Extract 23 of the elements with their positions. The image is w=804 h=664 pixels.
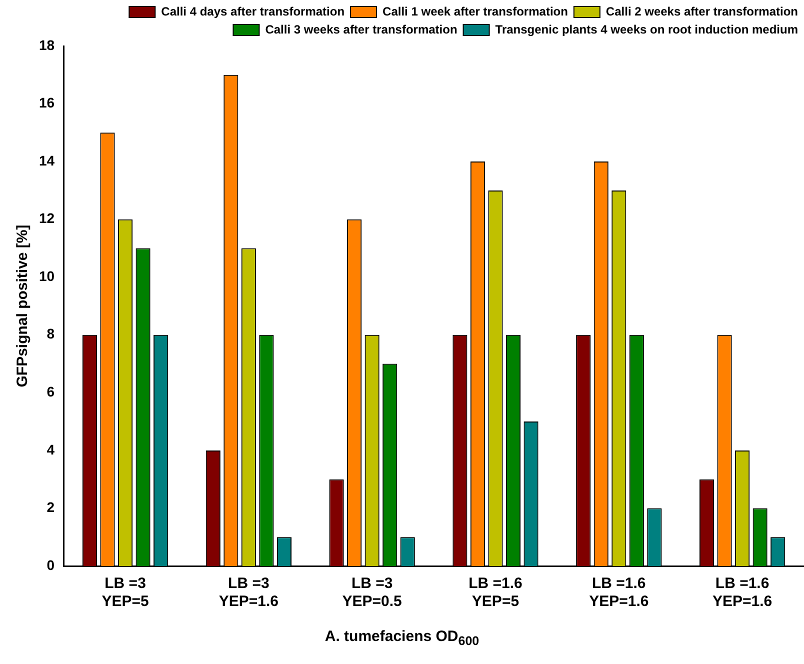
x-tick-label: LB =1.6 YEP=5	[468, 575, 522, 610]
x-tick-label: LB =3 YEP=0.5	[342, 575, 402, 610]
y-tick-label: 14	[38, 152, 55, 168]
y-tick-label: 8	[46, 326, 55, 342]
x-tick-label: LB =3 YEP=5	[102, 575, 149, 610]
y-axis-title: GFPsignal positive [%]	[14, 224, 32, 388]
y-tick-label: 6	[46, 384, 55, 400]
y-tick-label: 2	[46, 499, 55, 516]
x-tick-label: LB =1.6 YEP=1.6	[589, 575, 649, 610]
y-tick-label: 4	[46, 441, 55, 458]
legend-label: Calli 4 days after transformation	[161, 4, 345, 18]
legend-label: Calli 1 week after transformation	[382, 4, 568, 18]
x-tick-label: LB =3 YEP=1.6	[218, 575, 278, 610]
y-tick-label: 16	[38, 94, 55, 111]
x-axis-title: A. tumefaciens OD$_{600}$	[324, 628, 480, 648]
legend-label: Calli 3 weeks after transformation	[265, 22, 458, 36]
y-tick-label: 12	[38, 210, 55, 226]
legend-label: Calli 2 weeks after transformation	[606, 4, 798, 18]
x-tick-label: LB =1.6 YEP=1.6	[712, 575, 772, 610]
legend-label: Transgenic plants 4 weeks on root induction medium	[495, 22, 798, 36]
y-tick-label: 0	[46, 556, 55, 573]
y-tick-label: 18	[38, 36, 55, 53]
y-tick-label: 10	[38, 268, 55, 284]
